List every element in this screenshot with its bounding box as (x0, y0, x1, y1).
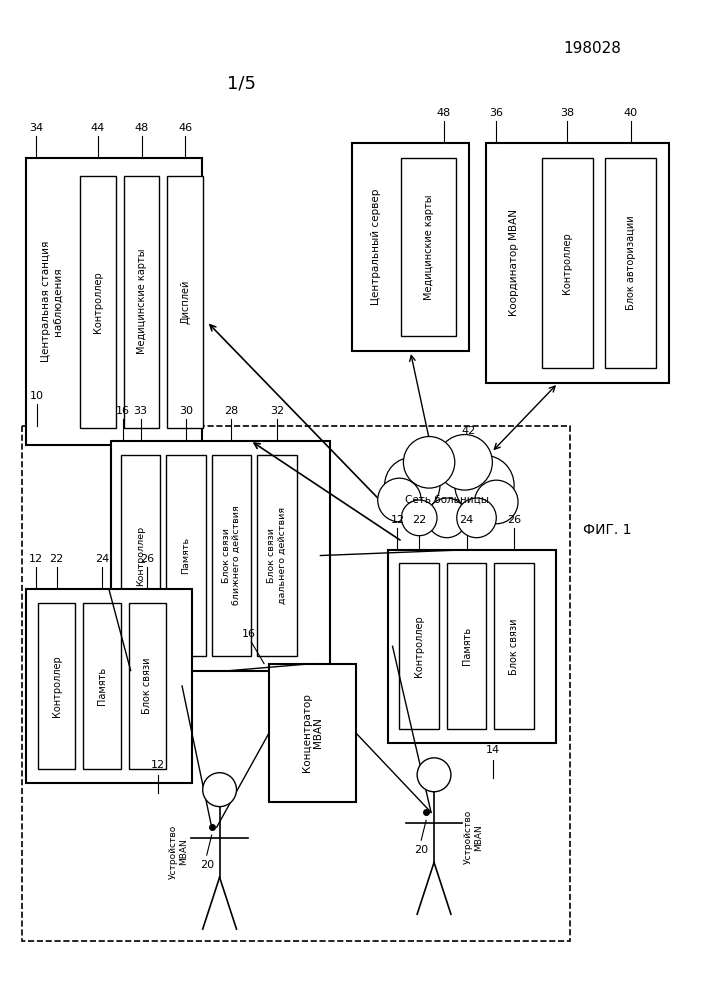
Text: Устройство
MBAN: Устройство MBAN (464, 810, 484, 864)
Text: 22: 22 (49, 554, 64, 564)
Circle shape (404, 437, 455, 488)
Text: 14: 14 (486, 745, 501, 755)
Text: Контроллер: Контроллер (93, 271, 103, 333)
Text: Контроллер: Контроллер (136, 525, 145, 586)
Bar (447, 563, 486, 729)
Bar (257, 455, 297, 656)
Text: Блок связи: Блок связи (142, 658, 153, 714)
Bar (26, 158, 201, 445)
Bar (121, 455, 160, 656)
Text: 24: 24 (460, 515, 474, 525)
Text: 20: 20 (199, 860, 214, 870)
Text: 10: 10 (30, 391, 44, 401)
Text: 12: 12 (390, 515, 404, 525)
Text: Блок авторизации: Блок авторизации (626, 216, 636, 310)
Text: Медицинские карты: Медицинские карты (136, 249, 146, 354)
Circle shape (378, 478, 421, 522)
Circle shape (427, 498, 467, 538)
Text: 12: 12 (29, 554, 43, 564)
Text: Концентратор
MBAN: Концентратор MBAN (302, 694, 323, 772)
Circle shape (474, 480, 518, 524)
Circle shape (457, 498, 496, 538)
Text: 1/5: 1/5 (227, 75, 256, 93)
Bar (166, 455, 206, 656)
Bar (211, 455, 251, 656)
Text: Память: Память (97, 667, 107, 705)
Text: 32: 32 (270, 406, 284, 416)
Circle shape (402, 500, 437, 536)
Text: Медицинские карты: Медицинские карты (423, 194, 433, 300)
Text: Дисплей: Дисплей (180, 279, 190, 324)
Bar (81, 176, 116, 428)
Text: Центральный сервер: Центральный сервер (370, 189, 381, 305)
Text: 38: 38 (561, 108, 575, 118)
Text: 26: 26 (141, 554, 155, 564)
Bar (494, 563, 534, 729)
Text: 33: 33 (134, 406, 148, 416)
Circle shape (203, 773, 237, 807)
Text: 12: 12 (151, 760, 165, 770)
Text: 40: 40 (624, 108, 638, 118)
Bar (402, 158, 456, 336)
Text: 46: 46 (178, 123, 192, 133)
Text: Контроллер: Контроллер (52, 655, 62, 717)
Text: 28: 28 (224, 406, 238, 416)
Text: Сеть больницы: Сеть больницы (405, 495, 489, 505)
Text: 24: 24 (95, 554, 109, 564)
Bar (37, 603, 76, 769)
Text: 26: 26 (507, 515, 521, 525)
Bar (269, 664, 356, 802)
Text: Устройство
MBAN: Устройство MBAN (168, 825, 188, 879)
Text: 48: 48 (437, 108, 451, 118)
Bar (542, 158, 593, 368)
Text: 30: 30 (179, 406, 193, 416)
Text: 44: 44 (91, 123, 105, 133)
Text: 16: 16 (116, 406, 130, 416)
Bar (111, 440, 330, 671)
Circle shape (385, 457, 440, 513)
Bar (26, 589, 192, 783)
Text: Блок связи
дальнего действия: Блок связи дальнего действия (267, 507, 286, 604)
Text: 20: 20 (414, 845, 428, 855)
Text: Координатор MBAN: Координатор MBAN (509, 209, 519, 316)
Text: Центральная станция
наблюдения: Центральная станция наблюдения (41, 241, 62, 362)
Text: 48: 48 (134, 123, 148, 133)
Bar (168, 176, 203, 428)
Circle shape (409, 457, 484, 533)
Text: Память: Память (462, 627, 472, 665)
Bar (22, 426, 571, 941)
Text: 198028: 198028 (563, 41, 621, 56)
Text: Блок связи: Блок связи (509, 618, 519, 675)
Bar (352, 143, 469, 351)
Text: 36: 36 (489, 108, 503, 118)
Circle shape (455, 455, 514, 515)
Bar (83, 603, 121, 769)
Text: Контроллер: Контроллер (563, 232, 573, 294)
Text: 22: 22 (412, 515, 426, 525)
Text: 42: 42 (462, 426, 476, 436)
Bar (124, 176, 159, 428)
Text: ФИГ. 1: ФИГ. 1 (583, 523, 631, 537)
Circle shape (417, 758, 451, 792)
Bar (399, 563, 439, 729)
Circle shape (437, 435, 492, 490)
Bar (387, 550, 556, 743)
Text: Память: Память (182, 537, 190, 574)
Bar (486, 143, 670, 383)
Text: Блок связи
ближнего действия: Блок связи ближнего действия (222, 506, 241, 605)
Bar (605, 158, 656, 368)
Text: 16: 16 (243, 629, 256, 639)
Text: 34: 34 (29, 123, 43, 133)
Text: Контроллер: Контроллер (414, 615, 424, 677)
Bar (129, 603, 166, 769)
